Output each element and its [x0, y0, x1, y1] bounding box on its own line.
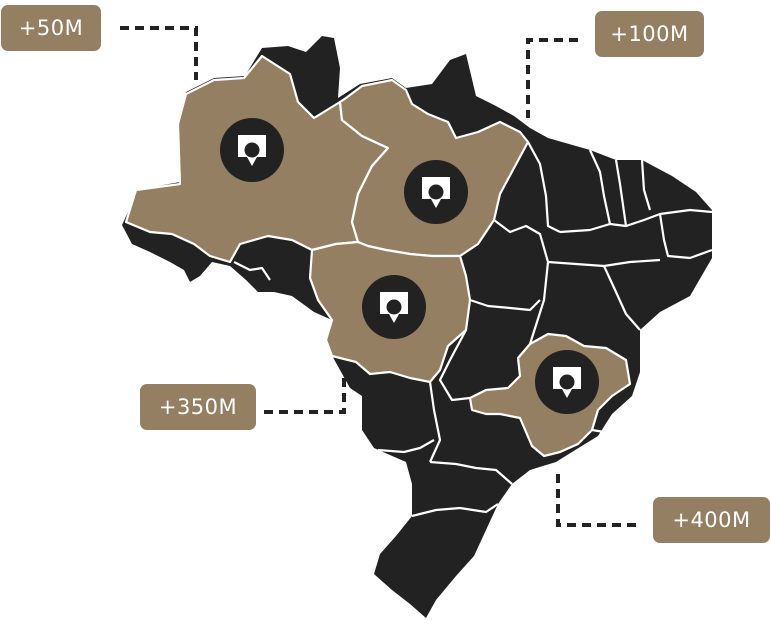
marker-2[interactable]: [404, 160, 468, 224]
callout-badge-350m: +350M: [140, 384, 256, 430]
connector-2: [526, 38, 578, 118]
marker-3[interactable]: [362, 275, 426, 339]
connector-lines: [120, 26, 636, 527]
callout-badge-400m: +400M: [653, 497, 770, 543]
connector-1: [120, 26, 198, 80]
marker-4[interactable]: [535, 350, 599, 414]
callout-badge-100m: +100M: [595, 11, 704, 57]
connector-4: [556, 470, 636, 527]
state-borders: [233, 141, 713, 518]
connector-3: [264, 362, 346, 414]
marker-1[interactable]: [220, 118, 284, 182]
callout-badge-50m: +50M: [1, 5, 101, 51]
